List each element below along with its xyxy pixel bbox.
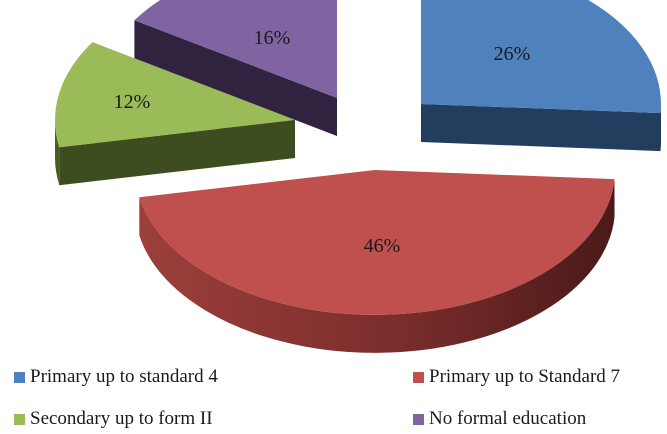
chart-legend: Primary up to standard 4 Primary up to S… <box>0 360 667 434</box>
pie-chart-plot: 26% 46% 12% 16% <box>55 0 661 353</box>
slice-side-form2 <box>55 120 60 186</box>
legend-item-std7: Primary up to Standard 7 <box>413 366 620 388</box>
slice-none <box>134 0 337 98</box>
data-label-form2: 12% <box>114 91 151 113</box>
legend-item-std4: Primary up to standard 4 <box>14 366 218 388</box>
legend-swatch-std4 <box>14 371 25 383</box>
legend-item-form2: Secondary up to form II <box>14 408 213 430</box>
data-label-none: 16% <box>254 27 291 49</box>
slice-wall-none-0 <box>134 20 337 136</box>
legend-swatch-std7 <box>413 371 424 383</box>
legend-item-none: No formal education <box>413 408 586 430</box>
legend-swatch-form2 <box>14 413 25 425</box>
slice-side-std7 <box>139 179 615 353</box>
legend-label-std7: Primary up to Standard 7 <box>429 366 621 387</box>
data-label-std4: 26% <box>494 43 531 65</box>
slice-form2 <box>55 42 296 148</box>
slice-wall-std4-1 <box>421 104 661 152</box>
slice-wall-form2-0 <box>59 120 295 186</box>
slice-std4 <box>421 0 661 114</box>
legend-swatch-none <box>413 413 424 425</box>
slice-side-std4 <box>660 104 661 152</box>
data-label-std7: 46% <box>364 235 401 257</box>
legend-label-none: No formal education <box>429 408 587 429</box>
slice-std7 <box>139 170 615 315</box>
legend-label-form2: Secondary up to form II <box>30 408 213 429</box>
legend-label-std4: Primary up to standard 4 <box>30 366 218 387</box>
